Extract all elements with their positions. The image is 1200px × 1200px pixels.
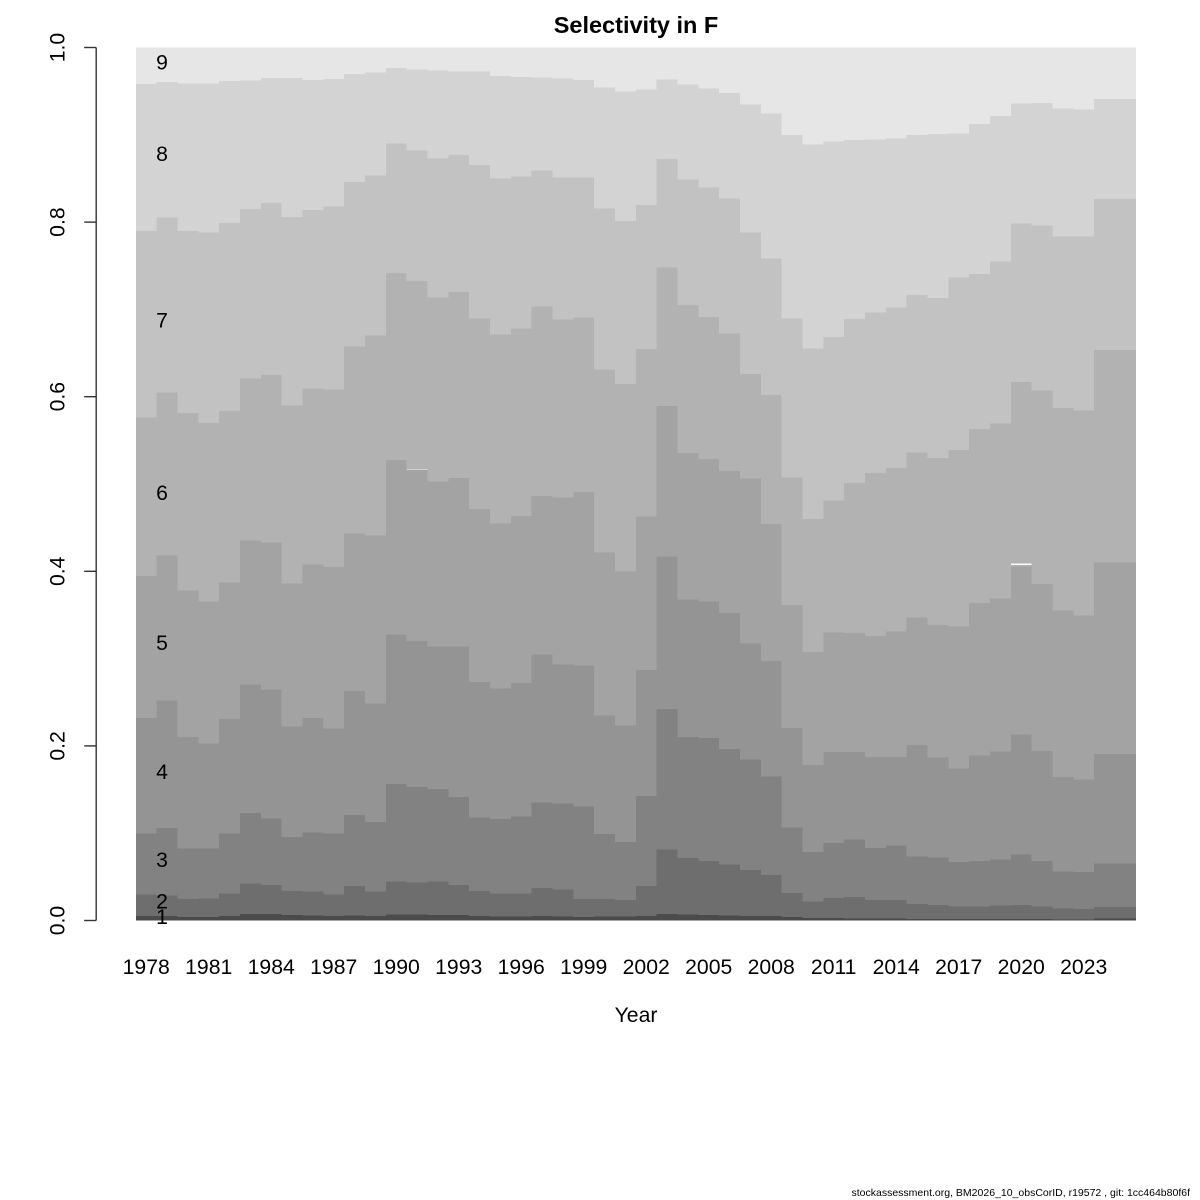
svg-text:2002: 2002 — [623, 956, 670, 979]
svg-text:2005: 2005 — [685, 956, 732, 979]
svg-text:6: 6 — [156, 482, 168, 505]
svg-text:Selectivity in F: Selectivity in F — [554, 12, 719, 38]
svg-text:4: 4 — [156, 761, 168, 784]
svg-text:1984: 1984 — [248, 956, 295, 979]
svg-text:2: 2 — [156, 891, 168, 914]
svg-text:1990: 1990 — [373, 956, 420, 979]
svg-text:1993: 1993 — [435, 956, 482, 979]
svg-text:2008: 2008 — [748, 956, 795, 979]
svg-text:1: 1 — [156, 906, 168, 929]
svg-text:9: 9 — [156, 52, 168, 75]
svg-text:0.4: 0.4 — [47, 556, 70, 586]
svg-text:Year: Year — [615, 1004, 658, 1027]
svg-text:0.2: 0.2 — [47, 731, 70, 760]
svg-text:5: 5 — [156, 632, 168, 655]
svg-text:1978: 1978 — [123, 956, 170, 979]
svg-text:1.0: 1.0 — [47, 33, 70, 62]
svg-text:2020: 2020 — [998, 956, 1045, 979]
svg-text:0.6: 0.6 — [47, 382, 70, 411]
svg-text:2017: 2017 — [935, 956, 982, 979]
svg-text:1987: 1987 — [310, 956, 357, 979]
svg-text:1981: 1981 — [185, 956, 232, 979]
svg-text:1999: 1999 — [560, 956, 607, 979]
svg-text:2011: 2011 — [811, 956, 857, 979]
svg-text:stockassessment.org, BM2026_10: stockassessment.org, BM2026_10_obsCorID,… — [851, 1187, 1190, 1199]
svg-text:7: 7 — [156, 310, 168, 333]
svg-text:2023: 2023 — [1060, 956, 1107, 979]
svg-text:8: 8 — [156, 143, 168, 166]
svg-text:0.0: 0.0 — [47, 906, 70, 935]
svg-text:1996: 1996 — [498, 956, 545, 979]
svg-text:2014: 2014 — [873, 956, 920, 979]
svg-text:3: 3 — [156, 849, 168, 872]
svg-text:0.8: 0.8 — [47, 207, 70, 236]
